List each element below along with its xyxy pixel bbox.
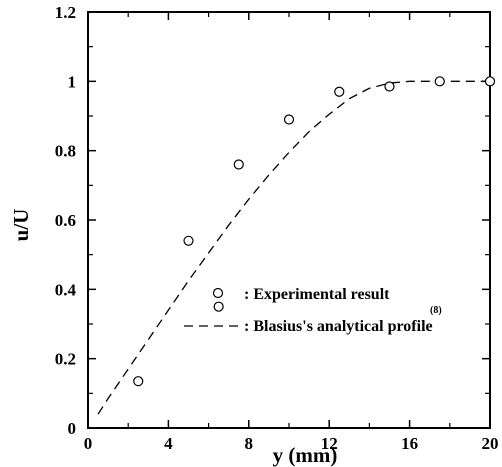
y-axis-title: u/U <box>9 209 33 242</box>
y-tick-label: 0.8 <box>55 142 76 161</box>
x-tick-label: 0 <box>84 434 93 453</box>
y-tick-label: 1.2 <box>55 3 76 22</box>
blasius-profile-line <box>97 80 490 415</box>
x-tick-label: 8 <box>245 434 254 453</box>
y-tick-label: 0.2 <box>55 350 76 369</box>
x-tick-label: 16 <box>401 434 418 453</box>
plot-frame <box>87 11 491 429</box>
x-tick-label: 4 <box>164 434 173 453</box>
experimental-point <box>183 235 194 246</box>
y-tick-label: 1 <box>68 72 77 91</box>
experimental-point <box>133 376 144 387</box>
legend-label-blasius: : Blasius's analytical profile <box>244 318 433 335</box>
legend-label-experimental: : Experimental result <box>244 286 390 303</box>
x-tick-label: 12 <box>321 434 338 453</box>
experimental-point <box>384 81 395 92</box>
y-tick-label: 0 <box>68 419 77 438</box>
experimental-point <box>233 159 244 170</box>
experimental-point <box>213 301 224 312</box>
y-tick-label: 0.6 <box>55 211 76 230</box>
legend-reference: (8) <box>430 305 442 316</box>
experimental-point <box>434 76 445 87</box>
experimental-point <box>283 114 295 125</box>
experimental-point <box>484 76 496 87</box>
x-tick-label: 20 <box>482 434 499 453</box>
legend-marker-circle <box>212 287 224 299</box>
x-axis-title: y (mm) <box>273 443 338 467</box>
y-tick-label: 0.4 <box>55 280 77 299</box>
experimental-point <box>334 86 345 97</box>
